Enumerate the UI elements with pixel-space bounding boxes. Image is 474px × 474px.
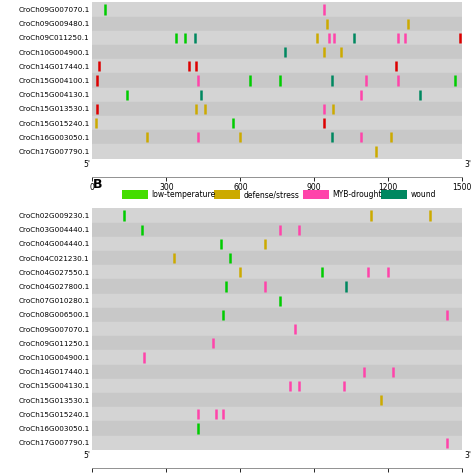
Bar (92, 45, 462, 59)
Bar (92, 73, 462, 88)
Bar (92, 145, 462, 159)
Bar (214, 190, 240, 199)
Text: B: B (92, 178, 102, 191)
Text: 5': 5' (83, 451, 91, 460)
Bar (92, 2, 462, 17)
Bar (92, 336, 462, 350)
Text: MYB-drought: MYB-drought (333, 190, 382, 199)
Bar (92, 59, 462, 73)
Text: defense/stress: defense/stress (244, 190, 300, 199)
Bar (92, 102, 462, 116)
Bar (92, 130, 462, 145)
Bar (92, 379, 462, 393)
Text: low-temperature: low-temperature (152, 190, 216, 199)
Bar (92, 116, 462, 130)
Bar (92, 31, 462, 45)
Bar (92, 209, 462, 223)
Bar (92, 293, 462, 308)
Bar (92, 88, 462, 102)
Bar (92, 223, 462, 237)
Text: 3': 3' (464, 160, 471, 169)
Text: 3': 3' (464, 451, 471, 460)
Text: wound: wound (410, 190, 436, 199)
Text: 5': 5' (83, 160, 91, 169)
Bar (92, 350, 462, 365)
Bar (92, 251, 462, 265)
Bar (92, 265, 462, 279)
Bar (92, 407, 462, 421)
Bar (92, 279, 462, 293)
Bar (92, 17, 462, 31)
Bar (92, 237, 462, 251)
Bar (303, 190, 329, 199)
Bar (92, 393, 462, 407)
Bar (92, 421, 462, 436)
Bar (92, 365, 462, 379)
Bar (381, 190, 407, 199)
Bar (122, 190, 148, 199)
Bar (92, 322, 462, 336)
Bar (92, 308, 462, 322)
Bar (92, 436, 462, 450)
